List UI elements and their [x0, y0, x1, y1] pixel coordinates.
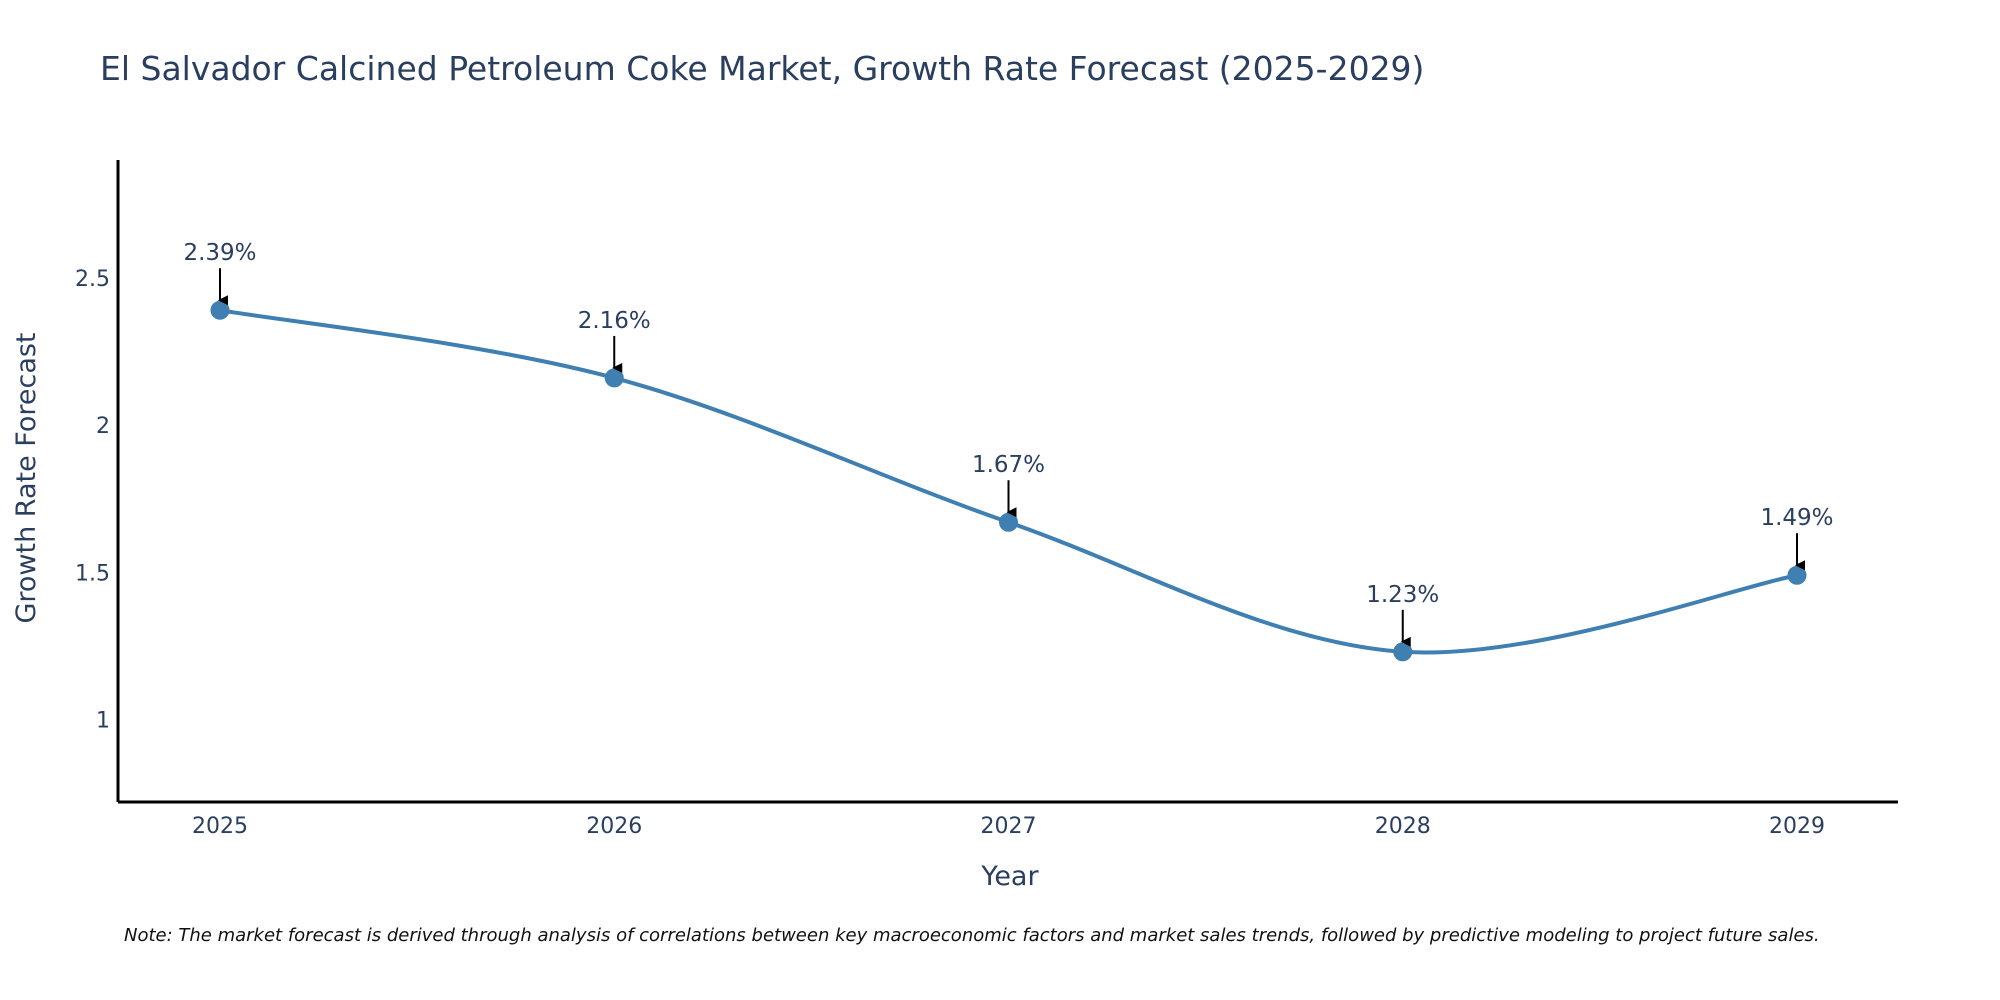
data-label: 1.49%	[1760, 505, 1833, 531]
y-axis-ticks: 1 1.5 2 2.5	[75, 267, 110, 734]
data-point	[604, 368, 624, 388]
data-label: 1.23%	[1366, 582, 1439, 608]
y-tick-label: 2.5	[75, 267, 110, 292]
data-label: 2.39%	[183, 240, 256, 266]
data-label: 1.67%	[972, 452, 1045, 478]
x-tick-label: 2026	[586, 814, 642, 839]
y-axis-title: Growth Rate Forecast	[11, 332, 42, 623]
y-tick-label: 1.5	[75, 561, 110, 586]
x-axis-ticks: 2025 2026 2027 2028 2029	[192, 814, 1825, 839]
chart-title: El Salvador Calcined Petroleum Coke Mark…	[100, 49, 1424, 88]
data-point	[210, 300, 230, 320]
forecast-note: Note: The market forecast is derived thr…	[124, 925, 1820, 946]
y-tick-label: 1	[96, 709, 110, 734]
x-axis-title: Year	[980, 861, 1039, 892]
data-point	[1787, 565, 1807, 585]
x-tick-label: 2029	[1769, 814, 1825, 839]
x-tick-label: 2028	[1375, 814, 1431, 839]
plot-area: 2.39% 2.16% 1.67% 1.23% 1.49%	[183, 240, 1834, 662]
y-tick-label: 2	[96, 414, 110, 439]
data-label: 2.16%	[578, 308, 651, 334]
x-tick-label: 2025	[192, 814, 248, 839]
data-point	[1393, 642, 1413, 662]
x-tick-label: 2027	[981, 814, 1037, 839]
data-point	[999, 512, 1018, 532]
